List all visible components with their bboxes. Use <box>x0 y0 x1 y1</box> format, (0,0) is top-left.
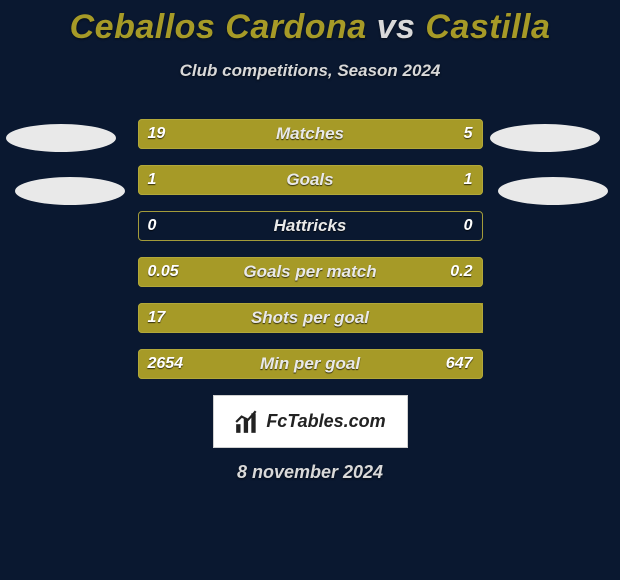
snapshot-date: 8 november 2024 <box>0 462 620 483</box>
stat-value-right: 0 <box>464 211 473 241</box>
stat-value-left: 0 <box>148 211 157 241</box>
stat-left-fill <box>138 303 483 333</box>
stat-left-fill <box>138 165 311 195</box>
stat-row: Shots per goal17 <box>138 303 483 333</box>
logo-text: FcTables.com <box>266 411 385 432</box>
player-badge-placeholder <box>6 124 116 152</box>
stat-value-left: 1 <box>148 165 157 195</box>
stat-value-right: 1 <box>464 165 473 195</box>
title-vs: vs <box>377 8 416 46</box>
stat-row: Min per goal2654647 <box>138 349 483 379</box>
stat-value-right: 0.2 <box>450 257 472 287</box>
stat-row: Goals per match0.050.2 <box>138 257 483 287</box>
stat-right-fill <box>207 257 483 287</box>
stat-value-left: 19 <box>148 119 166 149</box>
stat-value-left: 17 <box>148 303 166 333</box>
player-badge-placeholder <box>15 177 125 205</box>
chart-icon <box>234 409 260 435</box>
player2-name: Castilla <box>425 8 550 46</box>
stat-row: Hattricks0 0 <box>138 211 483 241</box>
stat-value-right: 647 <box>446 349 473 379</box>
player1-name: Ceballos Cardona <box>70 8 367 46</box>
stat-value-left: 2654 <box>148 349 184 379</box>
player-badge-placeholder <box>490 124 600 152</box>
stat-value-left: 0.05 <box>148 257 179 287</box>
stat-right-fill <box>310 165 483 195</box>
stat-row: Goals11 <box>138 165 483 195</box>
stat-value-right: 5 <box>464 119 473 149</box>
comparison-title: Ceballos Cardona vs Castilla <box>0 0 620 47</box>
stat-label: Hattricks <box>138 211 483 241</box>
fctables-logo: FcTables.com <box>213 395 408 448</box>
subtitle: Club competitions, Season 2024 <box>0 61 620 81</box>
stat-left-fill <box>138 119 411 149</box>
stat-rows: Matches195Goals11Hattricks00Goals per ma… <box>0 119 620 379</box>
stat-row: Matches195 <box>138 119 483 149</box>
player-badge-placeholder <box>498 177 608 205</box>
